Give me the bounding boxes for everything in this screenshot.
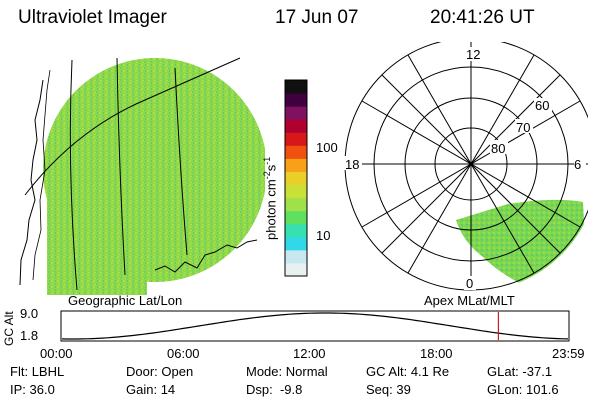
lat-label-60: 60 bbox=[535, 98, 549, 113]
colorbar-band bbox=[285, 132, 307, 146]
colorbar-unit-label: photon cm-2s-1 bbox=[262, 156, 279, 240]
glon-info: GLon: 101.6 bbox=[487, 382, 559, 397]
colorbar bbox=[284, 79, 308, 277]
meridian-line bbox=[116, 57, 126, 276]
colorbar-tick-100: 100 bbox=[316, 140, 338, 155]
colorbar-band bbox=[285, 145, 307, 159]
alt-xtick-3: 18:00 bbox=[420, 346, 453, 361]
coastline bbox=[32, 69, 51, 281]
seq-info: Seq: 39 bbox=[366, 382, 411, 397]
alt-xtick-4: 23:59 bbox=[552, 346, 585, 361]
colorbar-band bbox=[285, 236, 307, 251]
colorbar-band bbox=[285, 262, 307, 277]
colorbar-band bbox=[285, 171, 307, 186]
lat-label-70: 70 bbox=[516, 120, 530, 135]
colorbar-band bbox=[285, 210, 307, 225]
mlt-label-0: 0 bbox=[466, 276, 473, 291]
colorbar-band bbox=[285, 93, 307, 107]
colorbar-band bbox=[285, 158, 307, 172]
colorbar-band bbox=[285, 184, 307, 199]
earth-disk bbox=[43, 58, 265, 295]
colorbar-band bbox=[285, 80, 307, 94]
colorbar-band bbox=[285, 223, 307, 238]
altitude-plot bbox=[60, 310, 570, 342]
altitude-curve bbox=[61, 312, 569, 340]
polar-caption: Apex MLat/MLT bbox=[424, 293, 515, 308]
alt-ytick-low: 1.8 bbox=[20, 328, 39, 343]
filter-info: Flt: LBHL bbox=[10, 364, 65, 379]
coastline bbox=[154, 239, 258, 273]
geographic-image bbox=[19, 57, 265, 295]
polar-plot: 12 6 0 18 60 70 80 bbox=[344, 42, 588, 292]
alt-xtick-0: 00:00 bbox=[40, 346, 73, 361]
mlt-label-6: 6 bbox=[574, 157, 581, 172]
alt-ytick-high: 9.0 bbox=[20, 306, 39, 321]
time-label: 20:41:26 UT bbox=[430, 7, 535, 28]
colorbar-band bbox=[285, 249, 307, 264]
glat-info: GLat: -37.1 bbox=[487, 364, 553, 379]
colorbar-tick-10: 10 bbox=[316, 228, 331, 243]
mlt-label-18: 18 bbox=[345, 157, 359, 172]
colorbar-band bbox=[285, 119, 307, 133]
mode-info: Mode: Normal bbox=[246, 364, 328, 379]
colorbar-band bbox=[285, 197, 307, 212]
colorbar-band bbox=[285, 106, 307, 120]
meridian-line bbox=[174, 67, 188, 256]
latitude-line bbox=[24, 57, 241, 196]
alt-xtick-1: 06:00 bbox=[167, 346, 200, 361]
instrument-title: Ultraviolet Imager bbox=[18, 7, 167, 28]
mlt-label-12: 12 bbox=[466, 47, 480, 62]
gain-info: Gain: 14 bbox=[126, 382, 176, 397]
meridian-diag bbox=[361, 100, 581, 228]
meridian-line bbox=[69, 59, 78, 291]
alt-xtick-2: 12:00 bbox=[293, 346, 326, 361]
geographic-caption: Geographic Lat/Lon bbox=[68, 293, 183, 308]
gcalt-info: GC Alt: 4.1 Re bbox=[366, 364, 450, 379]
lat-label-80: 80 bbox=[491, 141, 505, 156]
alt-ylabel: GC Alt bbox=[2, 311, 16, 346]
ip-info: IP: 36.0 bbox=[10, 382, 55, 397]
coastline bbox=[19, 79, 44, 286]
date-label: 17 Jun 07 bbox=[275, 7, 359, 28]
dsp-info: Dsp: -9.8 bbox=[246, 382, 303, 397]
door-info: Door: Open bbox=[126, 364, 194, 379]
